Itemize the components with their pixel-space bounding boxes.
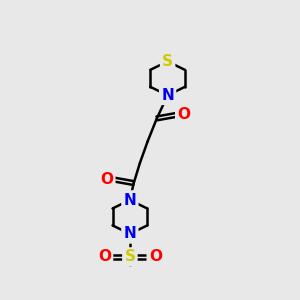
- Text: N: N: [161, 88, 174, 103]
- Text: O: O: [149, 250, 162, 265]
- Text: O: O: [177, 107, 190, 122]
- Text: O: O: [98, 250, 111, 265]
- Text: N: N: [124, 193, 136, 208]
- Text: S: S: [124, 250, 135, 265]
- Text: O: O: [100, 172, 113, 187]
- Text: N: N: [124, 226, 136, 242]
- Text: S: S: [162, 54, 173, 69]
